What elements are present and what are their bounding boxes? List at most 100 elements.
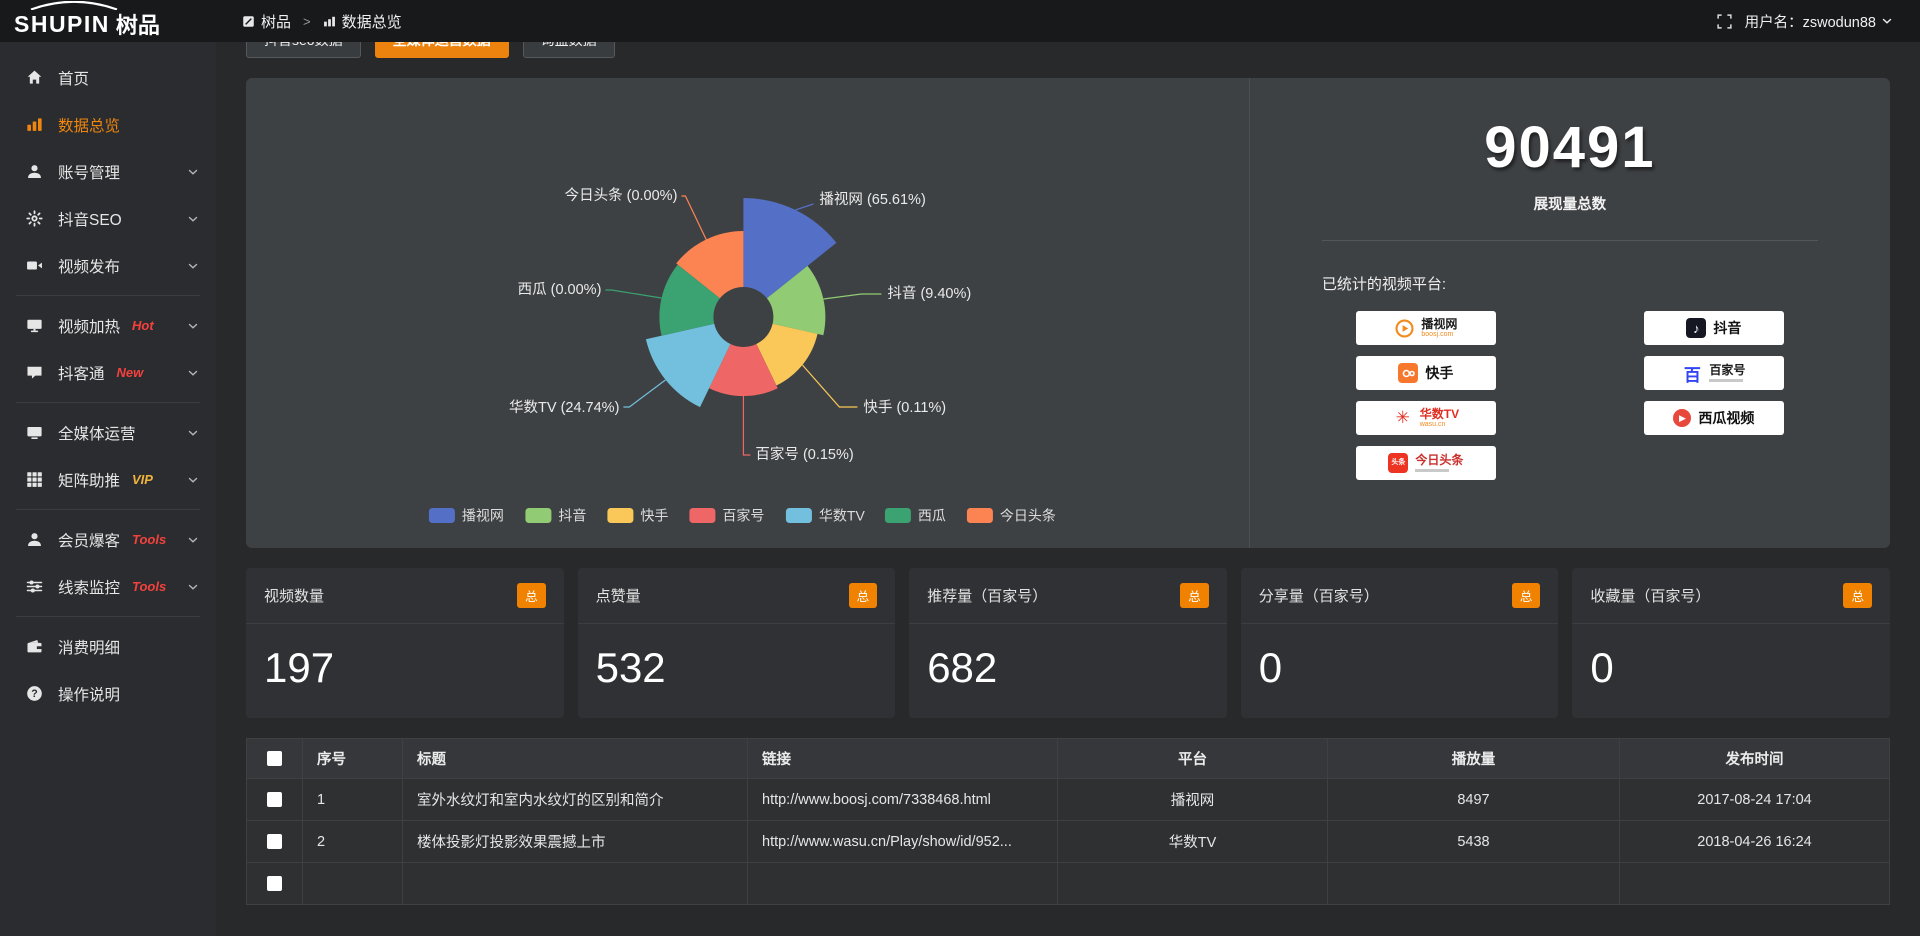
platform-badge-华数TV: ✳ 华数TV wasu.cn (1355, 401, 1496, 435)
sidebar-item-抖客通[interactable]: 抖客通 New (0, 349, 216, 396)
sidebar-item-全媒体运营[interactable]: 全媒体运营 (0, 409, 216, 456)
chevron-down-icon (186, 473, 200, 487)
stat-card-value: 0 (1590, 644, 1614, 691)
monitor-icon (27, 426, 42, 439)
chevron-down-icon (186, 366, 200, 380)
table-row: 2 楼体投影灯投影效果震撼上市 http://www.wasu.cn/Play/sh… (246, 820, 1890, 863)
cell-platform: 播视网 (1057, 778, 1328, 821)
stat-card-title: 点赞量 (595, 588, 641, 605)
row-checkbox[interactable] (267, 876, 282, 892)
pie-slice-抖音[interactable] (766, 265, 826, 336)
pie-slice-西瓜[interactable] (659, 264, 720, 336)
chevron-down-icon (186, 259, 200, 273)
platform-badge-今日头条: 头条 今日头条 (1355, 446, 1496, 480)
legend-item-播视网[interactable]: 播视网 (428, 508, 504, 524)
cell-title (402, 862, 748, 905)
sidebar-item-操作说明[interactable]: ? 操作说明 (0, 670, 216, 717)
row-checkbox[interactable] (267, 834, 282, 850)
sidebar-badge: Tools (132, 532, 167, 547)
pie-slice-快手[interactable] (756, 323, 818, 386)
sidebar-divider (16, 295, 200, 296)
breadcrumb-current[interactable]: 数据总览 (323, 11, 402, 32)
table-row: 1 室外水纹灯和室内水纹灯的区别和简介 http://www.boosj.com/7… (246, 778, 1890, 821)
sidebar-item-数据总览[interactable]: 数据总览 (0, 101, 216, 148)
legend-item-今日头条[interactable]: 今日头条 (966, 508, 1056, 524)
user-menu[interactable]: 用户名：zswodun88 (1745, 11, 1894, 32)
pie-slice-今日头条[interactable] (676, 231, 744, 299)
sidebar-item-label: 抖音SEO (58, 211, 122, 229)
sidebar-item-label: 全媒体运营 (58, 425, 136, 443)
topbar-right: 用户名：zswodun88 (1716, 11, 1920, 32)
legend-item-快手[interactable]: 快手 (607, 508, 668, 524)
stat-card-value: 197 (264, 644, 335, 691)
app-square-icon (243, 15, 254, 27)
platform-badge-百家号: 百百家号 (1643, 356, 1784, 390)
total-badge: 总 (1843, 583, 1872, 608)
select-all-checkbox[interactable] (267, 751, 282, 767)
breadcrumb-separator: > (303, 13, 311, 29)
sidebar-item-视频加热[interactable]: 视频加热 Hot (0, 302, 216, 349)
sidebar-item-账号管理[interactable]: 账号管理 (0, 148, 216, 195)
logo-text: SHUPIN (14, 10, 110, 37)
sidebar-item-会员爆客[interactable]: 会员爆客 Tools (0, 516, 216, 563)
stat-card-推荐量（百家号）: 推荐量（百家号） 总 682 (909, 568, 1227, 718)
pie-label-line (801, 364, 858, 408)
pie-label-line (605, 289, 662, 299)
sidebar-item-线索监控[interactable]: 线索监控 Tools (0, 563, 216, 610)
cell-index: 2 (302, 820, 403, 863)
sidebar-item-视频发布[interactable]: 视频发布 (0, 242, 216, 289)
svg-text:快手: 快手 (640, 508, 668, 524)
cell-link (747, 862, 1058, 905)
legend-item-西瓜[interactable]: 西瓜 (884, 508, 946, 524)
sidebar-badge: New (116, 365, 144, 380)
sidebar-item-label: 数据总览 (58, 117, 121, 135)
logo-arc-decoration (30, 1, 118, 10)
chevron-down-icon (186, 533, 200, 547)
app-logo: SHUPIN 树品 (0, 0, 216, 42)
cell-title[interactable]: 室外水纹灯和室内水纹灯的区别和简介 (402, 778, 748, 821)
sidebar-divider (16, 616, 200, 617)
sidebar: 首页数据总览账号管理抖音SEO 视频发布视频加热 Hot 抖客通 New 全媒体运营矩阵助… (0, 42, 216, 936)
cell-link[interactable]: http://www.wasu.cn/Play/show/id/952... (747, 820, 1058, 863)
toutiao-logo-icon: 头条 (1388, 453, 1409, 473)
chevron-down-icon (186, 165, 200, 179)
sidebar-item-消费明细[interactable]: 消费明细 (0, 623, 216, 670)
sidebar-item-label: 矩阵助推 (58, 472, 121, 490)
stat-card-title: 分享量（百家号） (1258, 588, 1379, 605)
pie-slice-播视网[interactable] (743, 198, 837, 299)
platform-badge-播视网: 播视网 boosj.com (1355, 311, 1496, 345)
cell-link[interactable]: http://www.boosj.com/7338468.html (747, 778, 1058, 821)
sidebar-divider (16, 509, 200, 510)
cell-index: 1 (302, 778, 403, 821)
legend-item-华数TV[interactable]: 华数TV (785, 508, 866, 524)
column-header-链接: 链接 (747, 738, 1058, 779)
sidebar-item-矩阵助推[interactable]: 矩阵助推 VIP (0, 456, 216, 503)
legend-item-百家号[interactable]: 百家号 (689, 508, 764, 524)
video-icon (27, 261, 42, 270)
sidebar-item-首页[interactable]: 首页 (0, 54, 216, 101)
pie-slice-华数TV[interactable] (645, 323, 731, 408)
cell-platform: 华数TV (1057, 820, 1328, 863)
sidebar-item-label: 会员爆客 (58, 532, 121, 550)
table-row (246, 862, 1890, 905)
platforms-grid: 播视网 boosj.com ♪ 抖音 快手 百百家号 ✳ 华数TV wasu.cn ▶ 西瓜视频 头条… (1250, 311, 1890, 480)
pie-label-line (795, 203, 814, 211)
breadcrumb-root[interactable]: 树品 (242, 11, 291, 32)
stat-card-value: 682 (927, 644, 998, 691)
legend-item-抖音[interactable]: 抖音 (525, 508, 586, 524)
fullscreen-icon[interactable] (1716, 13, 1733, 30)
pie-slice-百家号[interactable] (709, 344, 778, 397)
sidebar-item-抖音SEO[interactable]: 抖音SEO (0, 195, 216, 242)
sidebar-item-label: 抖客通 (58, 365, 105, 383)
pie-label-line (823, 293, 882, 300)
stat-card-收藏量（百家号）: 收藏量（百家号） 总 0 (1572, 568, 1890, 718)
row-checkbox[interactable] (267, 792, 282, 808)
cell-title[interactable]: 楼体投影灯投影效果震撼上市 (402, 820, 748, 863)
username-label: 用户名：zswodun88 (1744, 14, 1876, 31)
logo-cjk: 树品 (115, 13, 160, 38)
rose-chart-area: 播视网 (65.61%) 抖音 (9.40%) 快手 (0.11%) 百家号 (0.1… (246, 78, 1249, 548)
pie-label: 快手 (0.11%) (863, 399, 946, 416)
stat-card-分享量（百家号）: 分享量（百家号） 总 0 (1240, 568, 1559, 718)
table-header-row: 序号 标题 链接 平台 播放量 发布时间 (246, 738, 1890, 779)
svg-text:百家号: 百家号 (722, 508, 764, 524)
